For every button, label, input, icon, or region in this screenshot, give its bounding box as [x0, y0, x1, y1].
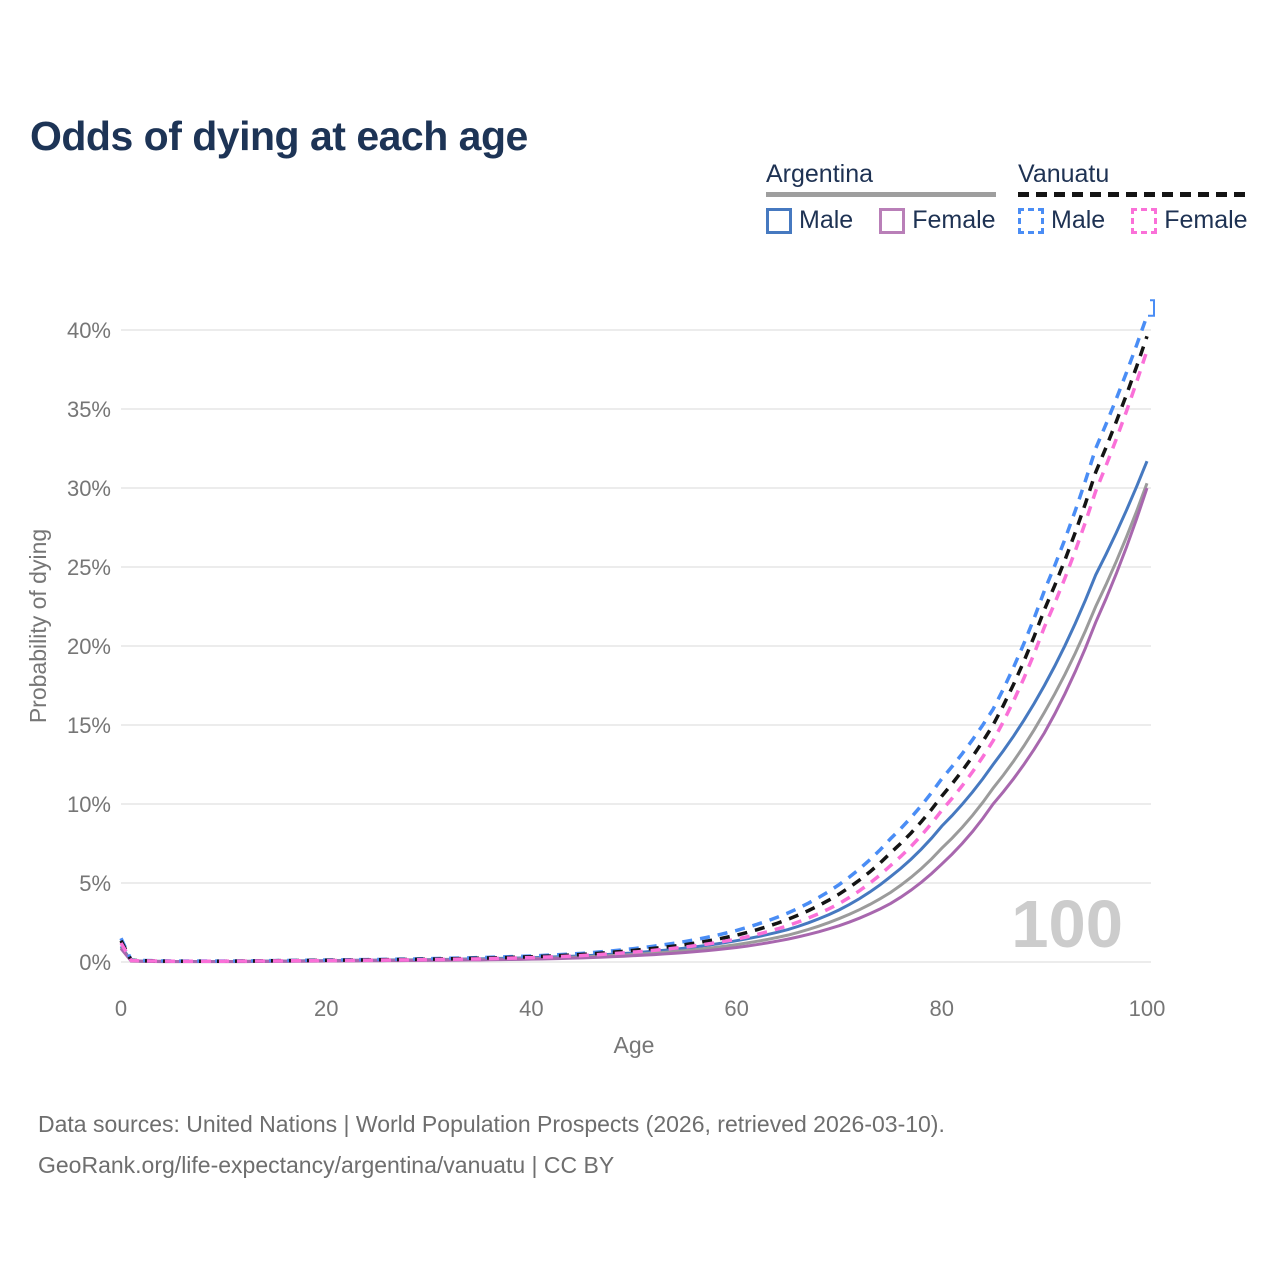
x-axis-tick-label: 100 [1129, 996, 1166, 1021]
y-axis-tick-label: 40% [67, 318, 111, 343]
y-axis-tick-label: 5% [79, 871, 111, 896]
y-axis-tick-label: 15% [67, 713, 111, 738]
y-axis-tick-label: 10% [67, 792, 111, 817]
legend-country-vanuatu[interactable]: Vanuatu [1018, 160, 1110, 188]
series-line-vanuatu-female [119, 349, 1149, 963]
end-label-connector [1148, 299, 1155, 317]
y-axis-tick-label: 0% [79, 950, 111, 975]
age-watermark: 100 [1011, 887, 1123, 962]
x-axis-tick-label: 80 [930, 996, 954, 1021]
series-line-vanuatu-male [119, 315, 1149, 963]
x-axis-title: Age [614, 1032, 655, 1058]
legend-label-argentina-male: Male [799, 206, 854, 234]
x-axis-tick-label: 60 [724, 996, 748, 1021]
legend-label-vanuatu-female: Female [1164, 206, 1248, 234]
vanuatu-male-swatch-icon [1018, 207, 1044, 234]
x-axis-tick-label: 0 [115, 996, 127, 1021]
footer-attribution-line: GeoRank.org/life-expectancy/argentina/va… [38, 1152, 615, 1178]
series-line-vanuatu-both-sexes [119, 335, 1149, 963]
legend-item-vanuatu-female[interactable]: Female [1131, 206, 1248, 235]
y-axis-title: Probability of dying [25, 529, 51, 723]
vanuatu-total-line-swatch [1018, 192, 1248, 197]
legend-group-vanuatu: Vanuatu Male Female [1018, 160, 1248, 235]
legend-group-argentina: Argentina Male Female [766, 160, 996, 235]
y-axis-tick-label: 25% [67, 555, 111, 580]
page-title: Odds of dying at each age [30, 113, 528, 160]
data-sources-footer: Data sources: United Nations | World Pop… [38, 1104, 1238, 1186]
y-axis-tick-label: 30% [67, 476, 111, 501]
vanuatu-female-swatch-icon [1131, 207, 1158, 234]
legend-label-argentina-female: Female [912, 206, 996, 234]
footer-sources-line: Data sources: United Nations | World Pop… [38, 1111, 945, 1137]
x-axis-tick-label: 20 [314, 996, 338, 1021]
argentina-total-line-swatch [766, 192, 996, 197]
x-axis-tick-label: 40 [519, 996, 543, 1021]
legend-item-argentina-female[interactable]: Female [879, 206, 996, 235]
legend-label-vanuatu-male: Male [1051, 206, 1106, 234]
legend-country-argentina[interactable]: Argentina [766, 160, 874, 188]
y-axis-tick-label: 20% [67, 634, 111, 659]
legend-item-vanuatu-male[interactable]: Male [1018, 206, 1105, 235]
argentina-female-swatch-icon [879, 207, 906, 234]
y-axis-tick-label: 35% [67, 397, 111, 422]
argentina-male-swatch-icon [766, 207, 792, 234]
legend-item-argentina-male[interactable]: Male [766, 206, 853, 235]
